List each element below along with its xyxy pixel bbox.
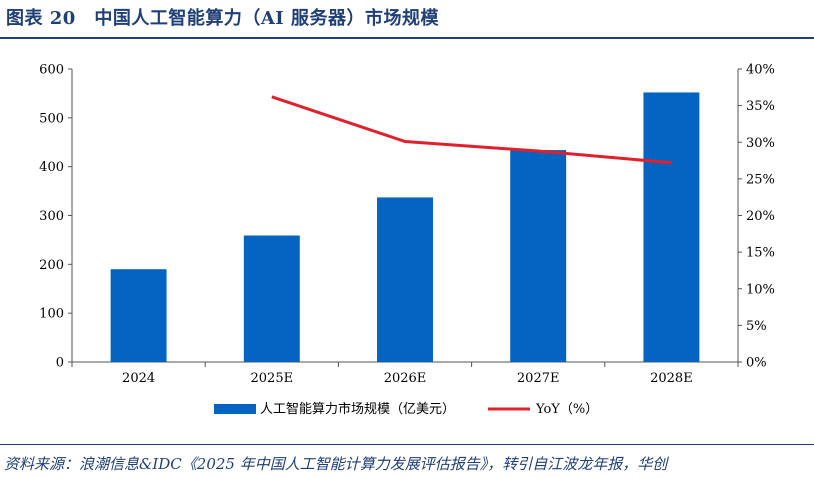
left-tick-label: 300 — [39, 209, 64, 224]
legend-label-line: YoY（%） — [535, 402, 598, 417]
right-tick-label: 40% — [746, 63, 775, 78]
source-note: 资料来源：浪潮信息&IDC《2025 年中国人工智能计算力发展评估报告》，转引自… — [4, 455, 668, 473]
bar — [110, 269, 167, 362]
left-tick-label: 500 — [39, 111, 64, 126]
title-divider — [0, 37, 814, 39]
x-tick-label: 2027E — [517, 371, 560, 386]
bar-series — [110, 92, 700, 362]
left-tick-label: 400 — [39, 160, 64, 175]
left-tick-label: 0 — [56, 356, 64, 371]
x-tick-label: 2028E — [650, 371, 693, 386]
right-tick-label: 25% — [746, 172, 775, 187]
source-divider — [0, 444, 814, 445]
line-series — [271, 95, 672, 165]
legend-swatch-bar — [214, 404, 256, 414]
right-tick-label: 20% — [746, 209, 775, 224]
x-tick-label: 2024 — [122, 371, 155, 386]
right-tick-label: 10% — [746, 282, 775, 297]
left-tick-label: 600 — [39, 63, 64, 78]
x-tick-label: 2025E — [251, 371, 294, 386]
right-tick-label: 30% — [746, 136, 775, 151]
bar — [377, 197, 433, 362]
right-tick-label: 15% — [746, 246, 775, 261]
right-tick-label: 0% — [746, 356, 767, 371]
x-tick-label: 2026E — [384, 371, 427, 386]
right-tick-label: 35% — [746, 99, 775, 114]
market-size-chart: 0 100 200 300 400 500 600 0% 5% 10% 15% 20% 25% 30% 35… — [39, 63, 775, 418]
bar — [243, 235, 300, 362]
bar — [510, 150, 567, 362]
left-tick-label: 200 — [39, 258, 64, 273]
yoy-line — [271, 95, 672, 165]
figure-title: 图表 20 中国人工智能算力（AI 服务器）市场规模 — [6, 8, 439, 29]
bar — [643, 92, 700, 362]
chart-legend: 人工智能算力市场规模（亿美元） YoY（%） — [214, 401, 598, 417]
chart-axes: 0 100 200 300 400 500 600 0% 5% 10% 15% 20% 25% 30% 35… — [39, 63, 775, 387]
right-tick-label: 5% — [746, 319, 767, 334]
left-tick-label: 100 — [39, 307, 64, 322]
legend-label-bar: 人工智能算力市场规模（亿美元） — [260, 401, 455, 417]
